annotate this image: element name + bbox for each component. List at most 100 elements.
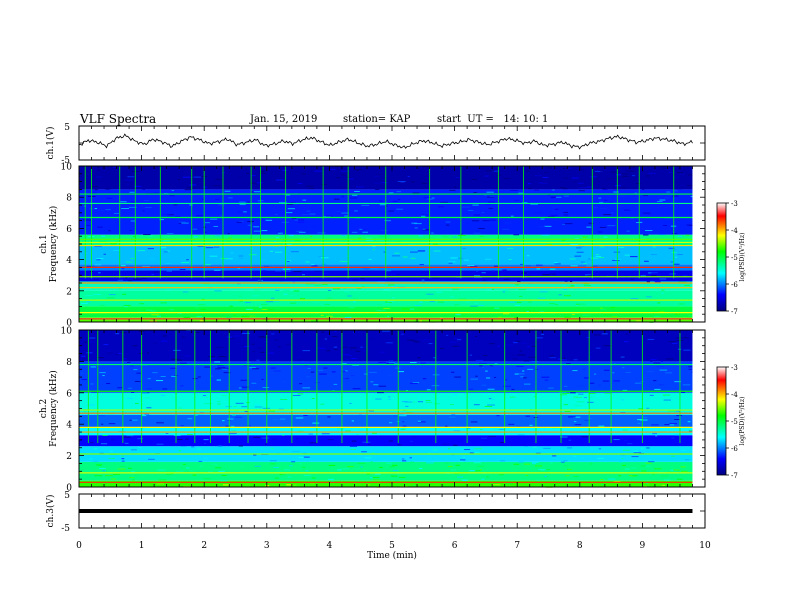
speckle	[244, 410, 248, 412]
speckle	[241, 316, 250, 318]
speckle	[171, 190, 175, 192]
speckle	[255, 182, 263, 184]
speckle	[460, 460, 463, 462]
colorbar-tick-label: -3	[731, 364, 738, 372]
speckle	[219, 215, 223, 217]
speckle	[256, 212, 260, 214]
speckle	[363, 373, 368, 375]
speckle	[488, 398, 492, 400]
speckle	[586, 265, 594, 267]
speckle	[221, 474, 229, 476]
speckle	[311, 226, 316, 228]
ch1-waveform-group: 5-5ch.1(V)	[45, 123, 706, 166]
speckle	[184, 438, 189, 440]
speckle	[674, 313, 680, 315]
speckle	[305, 470, 309, 472]
speckle	[120, 201, 127, 203]
speckle	[215, 467, 222, 469]
speckle	[386, 462, 392, 464]
speckle	[534, 212, 543, 214]
speckle	[346, 177, 351, 179]
speckle	[612, 372, 615, 374]
speckle	[259, 172, 267, 174]
speckle	[661, 484, 666, 486]
speckle	[540, 182, 548, 184]
speckle	[370, 461, 373, 463]
speckle	[570, 244, 579, 246]
speckle	[348, 307, 355, 309]
speckle	[674, 190, 678, 192]
speckle	[286, 484, 292, 486]
speckle	[179, 362, 187, 364]
speckle	[538, 182, 543, 184]
speckle	[544, 439, 552, 441]
colorbar-label: log(PSD)(V²/Hz)	[739, 397, 746, 446]
speckle	[417, 250, 426, 252]
speckle	[486, 377, 491, 379]
y-tick-label: 4	[66, 421, 72, 431]
no-data-region	[692, 166, 705, 322]
speckle	[125, 277, 128, 279]
speckle	[314, 170, 323, 172]
speckle	[131, 471, 136, 473]
speckle	[303, 456, 310, 458]
speckle	[89, 337, 96, 339]
speckle	[156, 315, 162, 317]
speckle	[681, 392, 686, 394]
speckle	[302, 466, 306, 468]
speckle	[306, 210, 311, 212]
speckle	[566, 362, 571, 364]
speckle	[411, 222, 418, 224]
speckle	[99, 304, 105, 306]
speckle	[426, 293, 434, 295]
speckle	[478, 399, 484, 401]
speckle	[230, 252, 234, 254]
spectral-band	[79, 414, 693, 428]
speckle	[281, 449, 288, 451]
speckle	[183, 317, 191, 319]
speckle	[218, 470, 225, 472]
speckle	[401, 458, 405, 460]
speckle	[397, 199, 401, 201]
speckle	[270, 297, 275, 299]
speckle	[165, 263, 172, 265]
speckle	[661, 292, 664, 294]
speckle	[273, 465, 276, 467]
speckle	[186, 330, 194, 332]
speckle	[86, 224, 91, 226]
speckle	[582, 236, 587, 238]
speckle	[309, 442, 318, 444]
speckle	[603, 199, 608, 201]
speckle	[655, 435, 658, 437]
speckle	[525, 474, 529, 476]
speckle	[153, 271, 160, 273]
speckle	[531, 461, 539, 463]
speckle	[681, 184, 684, 186]
speckle	[472, 204, 479, 206]
speckle	[664, 197, 670, 199]
speckle	[233, 406, 237, 408]
speckle	[619, 461, 623, 463]
speckle	[566, 272, 575, 274]
speckle	[670, 261, 674, 263]
speckle	[362, 231, 369, 233]
speckle	[489, 343, 495, 345]
speckle	[352, 364, 360, 366]
speckle	[110, 439, 115, 441]
speckle	[81, 302, 88, 304]
speckle	[669, 423, 677, 425]
speckle	[291, 484, 297, 486]
speckle	[493, 265, 499, 267]
speckle	[448, 262, 453, 264]
speckle	[202, 186, 208, 188]
speckle	[299, 298, 305, 300]
speckle	[133, 185, 142, 187]
speckle	[466, 301, 470, 303]
speckle	[234, 335, 240, 337]
speckle	[244, 302, 251, 304]
speckle	[685, 234, 690, 236]
speckle	[411, 181, 415, 183]
speckle	[326, 350, 330, 352]
speckle	[94, 264, 102, 266]
speckle	[209, 255, 218, 257]
